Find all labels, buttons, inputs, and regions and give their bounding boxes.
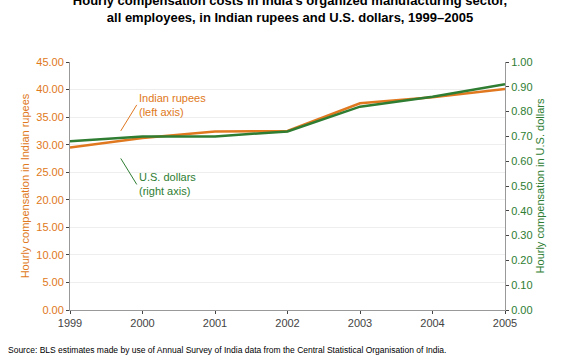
svg-text:0.30: 0.30 <box>511 229 532 241</box>
svg-text:5.00: 5.00 <box>42 276 63 288</box>
svg-text:1.00: 1.00 <box>511 56 532 68</box>
svg-text:20.00: 20.00 <box>36 194 64 206</box>
svg-text:U.S. dollars(right axis): U.S. dollars(right axis) <box>139 171 196 197</box>
svg-text:15.00: 15.00 <box>36 221 64 233</box>
svg-text:45.00: 45.00 <box>36 56 64 68</box>
svg-text:35.00: 35.00 <box>36 111 64 123</box>
svg-text:0.20: 0.20 <box>511 254 532 266</box>
svg-text:0.40: 0.40 <box>511 205 532 217</box>
svg-text:0.90: 0.90 <box>511 81 532 93</box>
svg-text:30.00: 30.00 <box>36 139 64 151</box>
svg-text:2005: 2005 <box>493 317 517 329</box>
svg-text:40.00: 40.00 <box>36 83 64 95</box>
svg-text:Hourly compensation costs in I: Hourly compensation costs in India's org… <box>73 0 507 25</box>
svg-text:0.80: 0.80 <box>511 105 532 117</box>
svg-text:2000: 2000 <box>130 317 154 329</box>
svg-text:0.50: 0.50 <box>511 180 532 192</box>
svg-text:Hourly compensation in Indian: Hourly compensation in Indian rupees <box>19 93 31 278</box>
svg-text:0.00: 0.00 <box>511 304 532 316</box>
svg-text:10.00: 10.00 <box>36 249 64 261</box>
svg-text:Hourly compensation in U.S. do: Hourly compensation in U.S. dollars <box>534 98 546 273</box>
svg-text:Source: BLS estimates made by: Source: BLS estimates made by use of Ann… <box>8 345 446 355</box>
svg-text:2002: 2002 <box>275 317 299 329</box>
svg-text:2004: 2004 <box>420 317 444 329</box>
svg-text:1999: 1999 <box>58 317 82 329</box>
svg-text:2003: 2003 <box>348 317 372 329</box>
svg-text:Indian rupees(left axis): Indian rupees(left axis) <box>139 92 206 118</box>
svg-text:0.10: 0.10 <box>511 279 532 291</box>
svg-text:0.00: 0.00 <box>42 304 63 316</box>
svg-text:25.00: 25.00 <box>36 166 64 178</box>
svg-text:0.60: 0.60 <box>511 155 532 167</box>
svg-text:0.70: 0.70 <box>511 130 532 142</box>
svg-text:2001: 2001 <box>203 317 227 329</box>
